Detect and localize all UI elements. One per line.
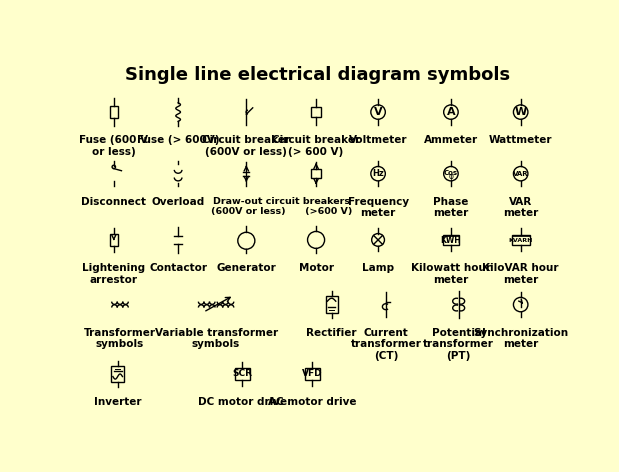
Text: Voltmeter: Voltmeter bbox=[349, 135, 407, 145]
Text: Frequency
meter: Frequency meter bbox=[347, 197, 409, 219]
Text: W: W bbox=[514, 107, 527, 117]
Text: Cos: Cos bbox=[444, 170, 458, 176]
Text: Disconnect: Disconnect bbox=[81, 197, 146, 207]
Text: V: V bbox=[374, 107, 383, 117]
Text: SCR: SCR bbox=[233, 370, 253, 379]
Text: VAR: VAR bbox=[513, 171, 529, 177]
Text: Rectifier: Rectifier bbox=[306, 328, 357, 337]
Bar bbox=[311, 169, 321, 178]
Text: Phase
meter: Phase meter bbox=[433, 197, 469, 219]
Bar bbox=[443, 235, 459, 245]
Text: Variable transformer
symbols: Variable transformer symbols bbox=[155, 328, 278, 349]
Text: Hz: Hz bbox=[372, 169, 384, 178]
Text: KWH: KWH bbox=[441, 236, 461, 245]
Text: Synchronization
meter: Synchronization meter bbox=[473, 328, 568, 349]
Bar bbox=[235, 368, 250, 380]
Text: Circuit breaker
(> 600 V): Circuit breaker (> 600 V) bbox=[272, 135, 360, 157]
Bar bbox=[512, 235, 530, 245]
Bar bbox=[110, 234, 118, 246]
Text: Overload: Overload bbox=[152, 197, 205, 207]
Text: φ: φ bbox=[448, 172, 454, 181]
Text: Fuse (> 600V): Fuse (> 600V) bbox=[137, 135, 219, 145]
Text: A: A bbox=[447, 107, 455, 117]
Text: Transformer
symbols: Transformer symbols bbox=[84, 328, 156, 349]
Text: Inverter: Inverter bbox=[94, 397, 141, 407]
Text: Current
transformer
(CT): Current transformer (CT) bbox=[350, 328, 422, 361]
Text: Single line electrical diagram symbols: Single line electrical diagram symbols bbox=[125, 66, 510, 84]
Text: AC motor drive: AC motor drive bbox=[268, 397, 357, 407]
Bar bbox=[110, 106, 118, 118]
Bar bbox=[111, 366, 124, 381]
Text: VAR
meter: VAR meter bbox=[503, 197, 539, 219]
Bar bbox=[326, 296, 337, 313]
Text: Kilowatt hour
meter: Kilowatt hour meter bbox=[411, 263, 491, 285]
Text: Motor: Motor bbox=[298, 263, 334, 273]
Text: Ammeter: Ammeter bbox=[424, 135, 478, 145]
Text: KVARH: KVARH bbox=[508, 238, 533, 243]
Text: Lamp: Lamp bbox=[362, 263, 394, 273]
Text: DC motor drive: DC motor drive bbox=[198, 397, 287, 407]
Bar bbox=[305, 368, 320, 380]
Text: Draw-out circuit breakers
(600V or less)      (>600 V): Draw-out circuit breakers (600V or less)… bbox=[210, 197, 352, 216]
Text: Wattmeter: Wattmeter bbox=[489, 135, 552, 145]
Text: Fuse (600 V
or less): Fuse (600 V or less) bbox=[79, 135, 149, 157]
Text: Potential
transformer
(PT): Potential transformer (PT) bbox=[423, 328, 494, 361]
Text: Lightening
arrestor: Lightening arrestor bbox=[82, 263, 145, 285]
Text: KiloVAR hour
meter: KiloVAR hour meter bbox=[482, 263, 559, 285]
Text: Circuit breaker
(600V or less): Circuit breaker (600V or less) bbox=[202, 135, 290, 157]
Text: VFD: VFD bbox=[302, 370, 322, 379]
Text: Contactor: Contactor bbox=[149, 263, 207, 273]
Text: Generator: Generator bbox=[217, 263, 276, 273]
Bar bbox=[311, 107, 321, 117]
